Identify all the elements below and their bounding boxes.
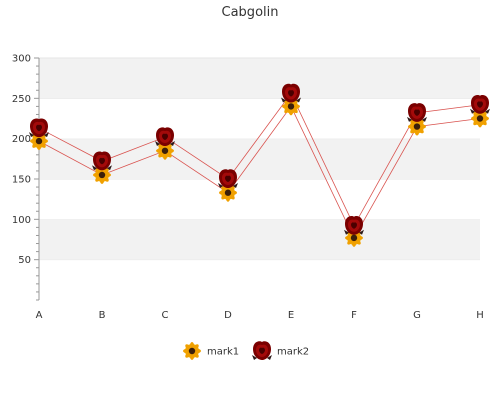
- grid-bands: [39, 57, 480, 300]
- y-tick-label: 200: [12, 134, 31, 145]
- data-point-mark2: [155, 127, 175, 147]
- x-tick-label: B: [99, 310, 106, 321]
- series-line-mark1: [38, 105, 481, 239]
- legend-label-mark2: mark2: [277, 347, 309, 358]
- axes: 50 100 150 200 250 300 A B C D E F G H: [12, 54, 484, 322]
- series-lines: [38, 92, 481, 239]
- grid-band: [39, 58, 480, 99]
- y-tick-label: 150: [12, 175, 31, 186]
- series-line-mark2: [38, 92, 481, 227]
- grid-band: [39, 259, 480, 300]
- x-tick-label: E: [288, 310, 294, 321]
- y-tick-label: 250: [12, 94, 31, 105]
- legend-label-mark1: mark1: [207, 347, 239, 358]
- grid-band: [39, 179, 480, 220]
- rose-icon: [252, 341, 272, 360]
- x-tick-label: C: [162, 310, 169, 321]
- y-tick-label: 100: [12, 215, 31, 226]
- grid-band: [39, 219, 480, 260]
- x-tick-label: G: [413, 310, 421, 321]
- y-tick-label: 50: [18, 255, 31, 266]
- data-point-mark2: [92, 151, 112, 171]
- data-point-mark2: [29, 118, 49, 138]
- x-tick-label: F: [351, 310, 357, 321]
- x-tick-label: H: [476, 310, 484, 321]
- data-point-mark2: [470, 95, 490, 114]
- chart-title: Cabgolin: [222, 5, 279, 20]
- data-point-mark2: [407, 103, 427, 122]
- x-tick-label: D: [224, 310, 232, 321]
- x-tick-label: A: [36, 310, 43, 321]
- data-point-mark2: [281, 83, 301, 103]
- y-tick-label: 300: [12, 54, 31, 65]
- legend: mark1 mark2: [183, 341, 309, 360]
- sunflower-icon: [183, 342, 201, 360]
- data-point-mark2: [218, 169, 238, 188]
- data-point-mark2: [344, 216, 364, 235]
